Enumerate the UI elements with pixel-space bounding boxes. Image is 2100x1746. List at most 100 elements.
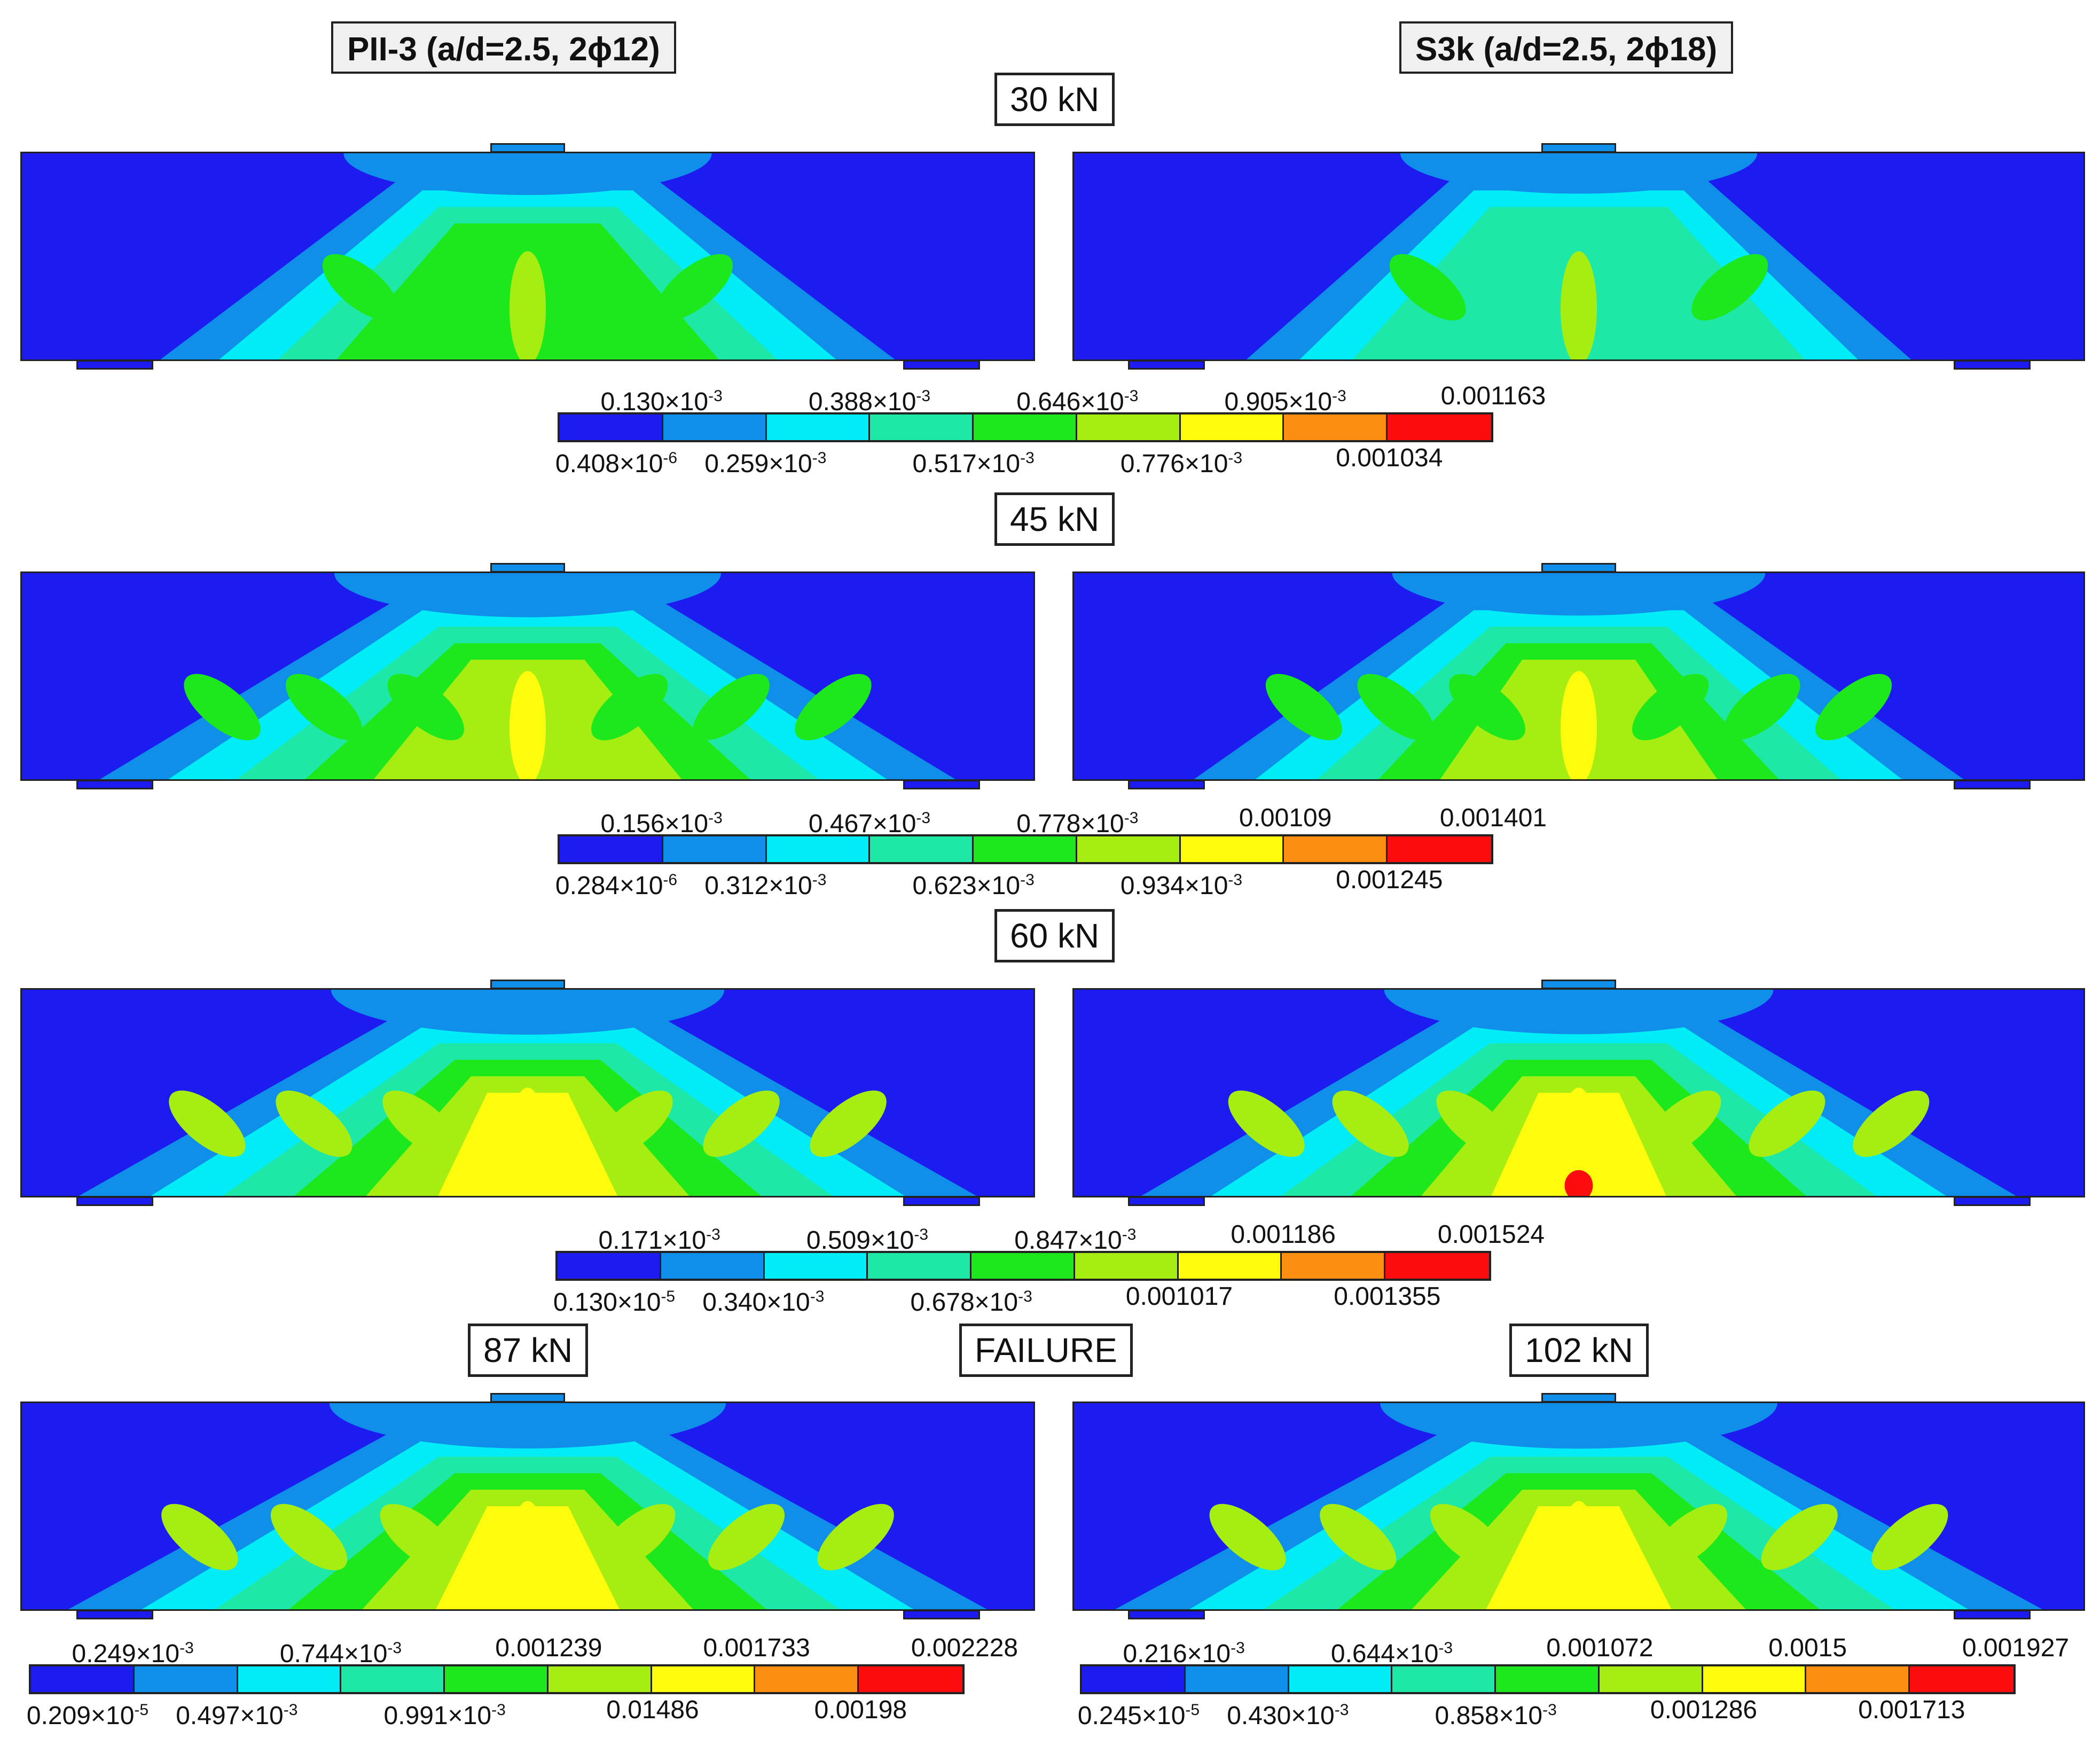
legend-top-label: 0.156×10-3 <box>600 809 723 838</box>
legend-top-label: 0.130×10-3 <box>600 387 723 416</box>
color-swatch <box>445 1666 548 1692</box>
color-swatch <box>238 1666 342 1692</box>
color-swatch <box>663 836 767 862</box>
legend-bottom-label: 0.001017 <box>1125 1282 1233 1311</box>
left-support-2-stage-1 <box>903 360 980 370</box>
legend-bottom-label: 0.209×10-5 <box>26 1701 149 1730</box>
color-swatch <box>1599 1666 1703 1692</box>
legend-top-label: 0.644×10-3 <box>1330 1639 1453 1668</box>
legend-bottom-label: 0.776×10-3 <box>1120 449 1243 478</box>
right-beam-header: S3k (a/d=2.5, 2ϕ18) <box>1399 21 1734 74</box>
color-swatch <box>661 1253 765 1279</box>
load-label-stage-1: 30 kN <box>994 73 1115 126</box>
load-label-stage-3: 60 kN <box>994 909 1115 962</box>
color-swatch <box>868 1253 972 1279</box>
left-load-plate-stage-1 <box>490 143 565 153</box>
legend-bottom-label: 0.001713 <box>1858 1696 1965 1724</box>
left-failure-load-label: 87 kN <box>468 1324 589 1377</box>
color-swatch <box>971 1253 1075 1279</box>
legend-bottom-label: 0.001286 <box>1650 1696 1758 1724</box>
left-load-plate-stage-4 <box>490 1393 565 1403</box>
color-swatch <box>974 414 1077 440</box>
color-swatch <box>764 1253 868 1279</box>
color-swatch <box>341 1666 445 1692</box>
legend-bottom-label: 0.312×10-3 <box>704 871 827 900</box>
load-label-stage-2: 45 kN <box>994 492 1115 546</box>
legend-bottom-label: 0.678×10-3 <box>910 1288 1032 1317</box>
legend-bottom-label: 0.245×10-5 <box>1077 1701 1200 1730</box>
legend-top-label: 0.0015 <box>1768 1634 1847 1662</box>
color-swatch <box>1180 836 1284 862</box>
legend-bottom-label: 0.130×10-5 <box>553 1288 676 1317</box>
legend-bottom-label: 0.991×10-3 <box>383 1701 506 1730</box>
legend-bottom-label: 0.430×10-3 <box>1227 1701 1349 1730</box>
color-swatch <box>1185 1666 1289 1692</box>
legend-top-label: 0.001186 <box>1231 1220 1336 1249</box>
color-swatch <box>1082 1666 1186 1692</box>
color-swatch <box>1284 414 1388 440</box>
right-failure-load-label: 102 kN <box>1509 1324 1649 1377</box>
left-support-1-stage-3 <box>76 1196 153 1206</box>
color-swatch <box>1289 1666 1393 1692</box>
color-swatch <box>1284 836 1388 862</box>
legend-bottom-label: 0.001034 <box>1336 444 1443 472</box>
color-scale-right-failure <box>1080 1664 2016 1694</box>
legend-top-label: 0.388×10-3 <box>808 387 931 416</box>
right-beam-contour-stage-2 <box>1072 571 2085 781</box>
left-support-2-stage-2 <box>903 780 980 789</box>
legend-top-label: 0.905×10-3 <box>1224 387 1346 416</box>
left-support-2-stage-3 <box>903 1196 980 1206</box>
right-support-2-stage-2 <box>1953 780 2031 789</box>
color-swatch <box>870 836 974 862</box>
legend-top-label: 0.467×10-3 <box>808 809 931 838</box>
color-swatch <box>1496 1666 1600 1692</box>
legend-bottom-label: 0.284×10-6 <box>555 871 678 900</box>
right-support-2-stage-4 <box>1953 1610 2031 1619</box>
color-swatch <box>548 1666 652 1692</box>
color-swatch <box>974 836 1077 862</box>
right-support-1-stage-2 <box>1128 780 1205 789</box>
color-swatch <box>31 1666 135 1692</box>
legend-bottom-label: 0.01486 <box>606 1696 699 1724</box>
legend-top-label: 0.001239 <box>495 1634 602 1662</box>
legend-bottom-label: 0.517×10-3 <box>912 449 1035 478</box>
color-swatch <box>1806 1666 1910 1692</box>
left-beam-contour-stage-1 <box>20 152 1035 361</box>
color-swatch <box>1075 1253 1179 1279</box>
right-support-1-stage-1 <box>1128 360 1205 370</box>
color-swatch <box>1178 1253 1282 1279</box>
right-load-plate-stage-4 <box>1541 1393 1616 1403</box>
legend-bottom-label: 0.00198 <box>814 1696 907 1724</box>
color-swatch <box>1282 1253 1386 1279</box>
color-scale-left-failure <box>29 1664 965 1694</box>
color-swatch <box>560 414 663 440</box>
color-scale-stage-2 <box>558 834 1493 864</box>
legend-top-label: 0.646×10-3 <box>1016 387 1139 416</box>
right-beam-contour-stage-4 <box>1072 1402 2085 1611</box>
left-beam-contour-stage-4 <box>20 1402 1035 1611</box>
legend-top-label: 0.744×10-3 <box>279 1639 402 1668</box>
right-beam-contour-stage-3 <box>1072 988 2085 1197</box>
legend-top-label: 0.00109 <box>1239 804 1332 832</box>
legend-top-label: 0.249×10-3 <box>72 1639 194 1668</box>
legend-bottom-label: 0.259×10-3 <box>704 449 827 478</box>
color-swatch <box>1388 414 1492 440</box>
right-support-1-stage-3 <box>1128 1196 1205 1206</box>
legend-bottom-label: 0.001245 <box>1336 866 1443 894</box>
left-load-plate-stage-2 <box>490 563 565 573</box>
color-swatch <box>652 1666 756 1692</box>
legend-bottom-label: 0.623×10-3 <box>912 871 1035 900</box>
color-swatch <box>1077 414 1181 440</box>
legend-top-label: 0.509×10-3 <box>806 1226 929 1255</box>
legend-bottom-label: 0.934×10-3 <box>1120 871 1243 900</box>
color-swatch <box>766 836 871 862</box>
color-swatch <box>1180 414 1284 440</box>
left-beam-header: PII-3 (a/d=2.5, 2ϕ12) <box>331 21 676 74</box>
legend-bottom-label: 0.858×10-3 <box>1435 1701 1557 1730</box>
legend-top-label: 0.001524 <box>1437 1220 1545 1249</box>
legend-top-label: 0.216×10-3 <box>1123 1639 1245 1668</box>
right-support-2-stage-3 <box>1953 1196 2031 1206</box>
right-load-plate-stage-1 <box>1541 143 1616 153</box>
right-support-2-stage-1 <box>1953 360 2031 370</box>
color-swatch <box>755 1666 859 1692</box>
